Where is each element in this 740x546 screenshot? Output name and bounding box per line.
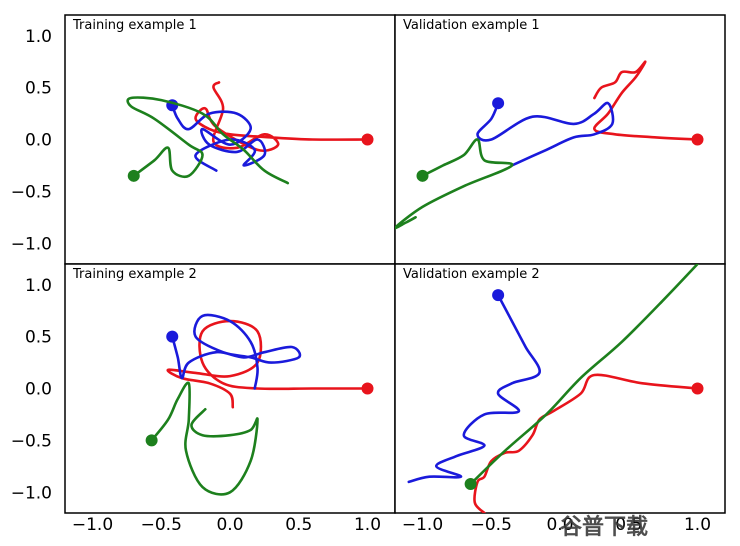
x-tick-label: 0.0 bbox=[546, 515, 573, 535]
series-line-1 bbox=[593, 60, 699, 141]
series-line-1 bbox=[473, 373, 699, 513]
y-tick-label: 0.5 bbox=[25, 328, 52, 348]
y-tick-label: 1.0 bbox=[25, 276, 52, 296]
x-tick-label: −1.0 bbox=[72, 515, 113, 535]
y-tick-label: 1.0 bbox=[25, 27, 52, 47]
y-tick-label: −1.0 bbox=[11, 234, 52, 254]
series-start-marker-1 bbox=[361, 382, 374, 395]
y-tick-label: −1.0 bbox=[11, 483, 52, 503]
x-tick-label: 0.0 bbox=[216, 515, 243, 535]
series-start-marker-3 bbox=[464, 477, 477, 490]
y-tick-label: 0.0 bbox=[25, 131, 52, 151]
watermark-text: 谷普下载 bbox=[560, 514, 648, 540]
y-tick-label: −0.5 bbox=[11, 182, 52, 202]
y-tick-label: 0.0 bbox=[25, 380, 52, 400]
panel-3: Training example 2 bbox=[64, 263, 396, 514]
y-ticks-bottom-row: 1.0 0.5 0.0 −0.5 −1.0 bbox=[11, 276, 52, 504]
x-tick-label: 1.0 bbox=[354, 515, 381, 535]
series-line-2 bbox=[407, 293, 541, 484]
panel-title: Validation example 2 bbox=[403, 267, 540, 282]
x-ticks: −1.0 −0.5 0.0 0.5 1.0 −1.0 −0.5 0.0 0.5 1.0 bbox=[72, 515, 711, 535]
series-line-3 bbox=[150, 381, 259, 496]
series-start-marker-1 bbox=[361, 133, 374, 146]
y-tick-label: −0.5 bbox=[11, 431, 52, 451]
series-line-3 bbox=[395, 138, 514, 230]
series-start-marker-2 bbox=[166, 330, 179, 343]
y-tick-label: 0.5 bbox=[25, 79, 52, 99]
x-tick-label: 0.5 bbox=[615, 515, 642, 535]
series-line-3 bbox=[469, 264, 699, 486]
panel-1: Training example 1 bbox=[64, 14, 396, 265]
x-tick-label: 0.5 bbox=[285, 515, 312, 535]
series-line-3 bbox=[126, 96, 290, 185]
panel-title: Training example 1 bbox=[72, 18, 197, 33]
series-start-marker-3 bbox=[127, 169, 140, 182]
series-start-marker-3 bbox=[416, 169, 429, 182]
panel-frame bbox=[394, 14, 726, 265]
panel-2: Validation example 1 bbox=[394, 14, 726, 265]
series-line-2 bbox=[171, 313, 302, 390]
series-line-2 bbox=[476, 101, 615, 167]
x-tick-label: −0.5 bbox=[141, 515, 182, 535]
x-tick-label: −0.5 bbox=[471, 515, 512, 535]
series-start-marker-1 bbox=[691, 382, 704, 395]
panel-title: Validation example 1 bbox=[403, 18, 540, 33]
panel-title: Training example 2 bbox=[72, 267, 197, 282]
panel-4: Validation example 2 bbox=[394, 263, 726, 514]
series-start-marker-1 bbox=[691, 133, 704, 146]
series-start-marker-2 bbox=[492, 97, 505, 110]
x-tick-label: −1.0 bbox=[402, 515, 443, 535]
x-tick-label: 1.0 bbox=[684, 515, 711, 535]
series-start-marker-3 bbox=[145, 434, 158, 447]
series-line-2 bbox=[171, 104, 267, 172]
series-line-1 bbox=[166, 319, 369, 409]
y-ticks-top-row: 1.0 0.5 0.0 −0.5 −1.0 bbox=[11, 27, 52, 255]
series-start-marker-2 bbox=[492, 289, 505, 302]
